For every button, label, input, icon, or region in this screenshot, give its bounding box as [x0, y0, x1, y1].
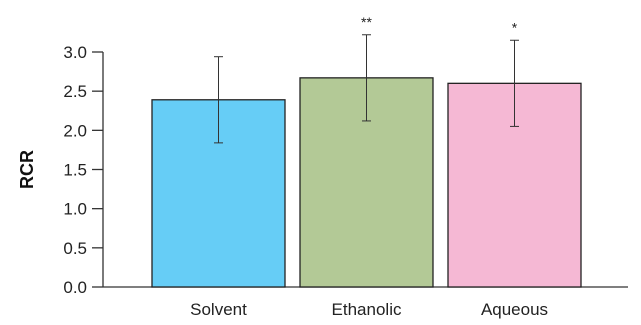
y-tick-label: 1.0	[63, 200, 87, 219]
y-tick-label: 2.0	[63, 121, 87, 140]
significance-mark: *	[512, 19, 518, 35]
x-axis: Solvent Ethanolic Aqueous	[103, 286, 628, 319]
error-bar-solvent	[214, 56, 223, 144]
y-tick-label: 0.5	[63, 239, 87, 258]
error-bar-aqueous	[510, 39, 519, 127]
y-axis: 0.0 0.5 1.0 1.5 2.0 2.5 3.0	[63, 43, 104, 297]
y-tick-label: 1.5	[63, 161, 87, 180]
x-tick-label: Solvent	[190, 300, 247, 319]
error-bar-ethanolic	[362, 34, 371, 122]
bars: ** *	[151, 14, 582, 288]
y-axis-title: RCR	[17, 150, 37, 189]
y-tick-label: 3.0	[63, 43, 87, 62]
x-tick-label: Ethanolic	[332, 300, 402, 319]
significance-mark: **	[361, 14, 372, 30]
y-tick-label: 2.5	[63, 82, 87, 101]
y-tick-label: 0.0	[63, 278, 87, 297]
x-tick-label: Aqueous	[481, 300, 548, 319]
